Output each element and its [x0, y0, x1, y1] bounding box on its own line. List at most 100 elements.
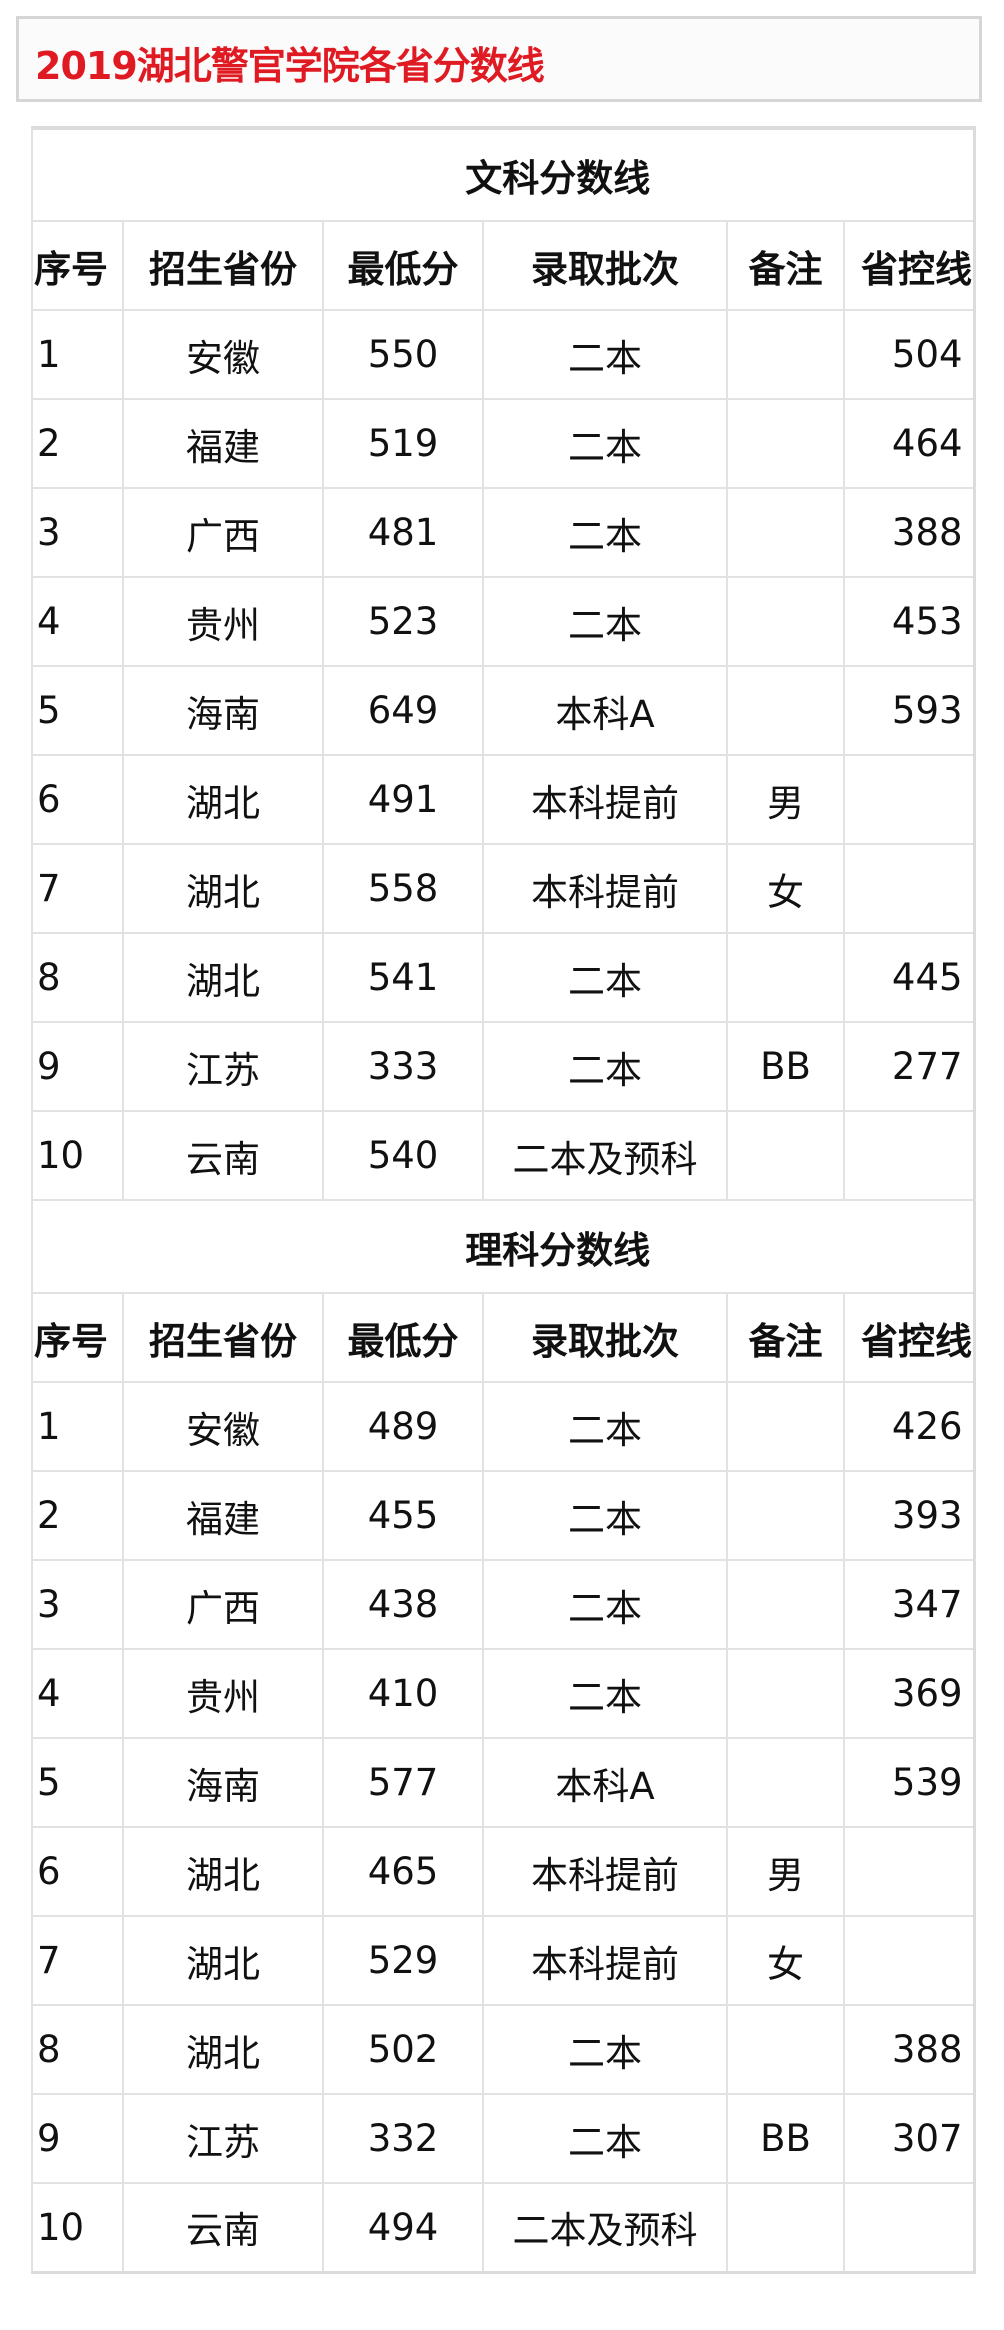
- table-cell: 9: [31, 2093, 124, 2184]
- table-row: 3 广西 438 二本 347: [31, 1559, 976, 1650]
- table-cell: 海南: [122, 665, 324, 756]
- table-cell: 539: [842, 1737, 976, 1828]
- table-cell: 本科提前: [482, 1826, 728, 1917]
- table-row: 2 福建 519 二本 464: [31, 398, 976, 489]
- table-cell: [726, 309, 845, 400]
- table-cell: 二本: [482, 398, 728, 489]
- table-cell: 二本: [482, 2004, 728, 2095]
- table-cell: 1: [31, 1381, 124, 1472]
- table-cell: 5: [31, 1737, 124, 1828]
- score-table: 文科分数线 序号 招生省份 最低分 录取批次 备注 省控线 1 安徽 550 二本 504 2 福建 519…: [30, 126, 976, 2274]
- table-cell: [842, 754, 976, 845]
- table-cell: 8: [31, 2004, 124, 2095]
- table-cell: 491: [322, 754, 484, 845]
- table-cell: [842, 1915, 976, 2006]
- table-cell: 广西: [122, 1559, 324, 1650]
- table-cell: 494: [322, 2182, 484, 2273]
- table-cell: 464: [842, 398, 976, 489]
- table-cell: 湖北: [122, 2004, 324, 2095]
- table-cell: 558: [322, 843, 484, 934]
- table-cell: 福建: [122, 1470, 324, 1561]
- section-heading-row: 理科分数线: [30, 1199, 976, 1294]
- table-cell: 安徽: [122, 1381, 324, 1472]
- table-cell: 本科提前: [482, 754, 728, 845]
- table-cell: 481: [322, 487, 484, 578]
- table-cell: 410: [322, 1648, 484, 1739]
- table-cell: 426: [842, 1381, 976, 1472]
- table-row: 8 湖北 541 二本 445: [31, 932, 976, 1023]
- table-cell: 3: [31, 487, 124, 578]
- table-cell: 347: [842, 1559, 976, 1650]
- table-cell: [726, 398, 845, 489]
- table-cell: 332: [322, 2093, 484, 2184]
- table-cell: 5: [31, 665, 124, 756]
- table-cell: 湖北: [122, 1915, 324, 2006]
- table-cell: 465: [322, 1826, 484, 1917]
- table-row: 5 海南 649 本科A 593: [31, 665, 976, 756]
- table-cell: 二本: [482, 487, 728, 578]
- table-cell: 540: [322, 1110, 484, 1201]
- table-cell: 4: [31, 576, 124, 667]
- column-header-row: 序号 招生省份 最低分 录取批次 备注 省控线: [31, 1292, 976, 1383]
- column-header: 省控线: [842, 220, 976, 311]
- table-cell: 福建: [122, 398, 324, 489]
- table-cell: [726, 2004, 845, 2095]
- section-heading-row: 文科分数线: [30, 127, 976, 222]
- table-cell: [842, 2182, 976, 2273]
- table-cell: 277: [842, 1021, 976, 1112]
- table-cell: [726, 1470, 845, 1561]
- table-cell: [726, 665, 845, 756]
- table-cell: 湖北: [122, 1826, 324, 1917]
- table-cell: 贵州: [122, 576, 324, 667]
- table-row: 7 湖北 558 本科提前女: [31, 843, 976, 934]
- table-cell: 438: [322, 1559, 484, 1650]
- table-cell: 529: [322, 1915, 484, 2006]
- table-cell: 10: [31, 2182, 124, 2273]
- table-cell: 6: [31, 1826, 124, 1917]
- table-row: 9 江苏 333 二本 BB 277: [31, 1021, 976, 1112]
- table-cell: [726, 1381, 845, 1472]
- table-row: 10 云南 540 二本及预科: [31, 1110, 976, 1201]
- table-cell: 本科A: [482, 665, 728, 756]
- column-header: 省控线: [842, 1292, 976, 1383]
- table-row: 5 海南 577 本科A 539: [31, 1737, 976, 1828]
- table-cell: 江苏: [122, 2093, 324, 2184]
- table-cell: 453: [842, 576, 976, 667]
- table-row: 3 广西 481 二本 388: [31, 487, 976, 578]
- table-cell: 二本: [482, 1021, 728, 1112]
- table-cell: 贵州: [122, 1648, 324, 1739]
- column-header: 招生省份: [122, 1292, 324, 1383]
- table-cell: 550: [322, 309, 484, 400]
- table-cell: 本科提前: [482, 843, 728, 934]
- table-cell: 2: [31, 1470, 124, 1561]
- column-header: 招生省份: [122, 220, 324, 311]
- table-cell: 二本: [482, 1381, 728, 1472]
- table-cell: 二本: [482, 2093, 728, 2184]
- table-cell: 7: [31, 843, 124, 934]
- table-cell: 湖北: [122, 754, 324, 845]
- column-header: 录取批次: [482, 220, 728, 311]
- column-header: 序号: [31, 1292, 124, 1383]
- table-cell: 519: [322, 398, 484, 489]
- table-cell: [842, 843, 976, 934]
- table-cell: 二本: [482, 576, 728, 667]
- table-cell: 10: [31, 1110, 124, 1201]
- table-cell: 3: [31, 1559, 124, 1650]
- table-row: 10 云南 494 二本及预科: [31, 2182, 976, 2273]
- table-cell: 541: [322, 932, 484, 1023]
- table-cell: [842, 1826, 976, 1917]
- table-cell: 2: [31, 398, 124, 489]
- table-cell: 海南: [122, 1737, 324, 1828]
- table-cell: 7: [31, 1915, 124, 2006]
- column-header: 录取批次: [482, 1292, 728, 1383]
- table-cell: 307: [842, 2093, 976, 2184]
- table-cell: 393: [842, 1470, 976, 1561]
- table-cell: 6: [31, 754, 124, 845]
- table-cell: 男: [726, 754, 845, 845]
- table-cell: 502: [322, 2004, 484, 2095]
- table-row: 1 安徽 489 二本 426: [31, 1381, 976, 1472]
- table-cell: [726, 487, 845, 578]
- table-cell: 女: [726, 843, 845, 934]
- table-row: 8 湖北 502 二本 388: [31, 2004, 976, 2095]
- table-cell: BB: [726, 2093, 845, 2184]
